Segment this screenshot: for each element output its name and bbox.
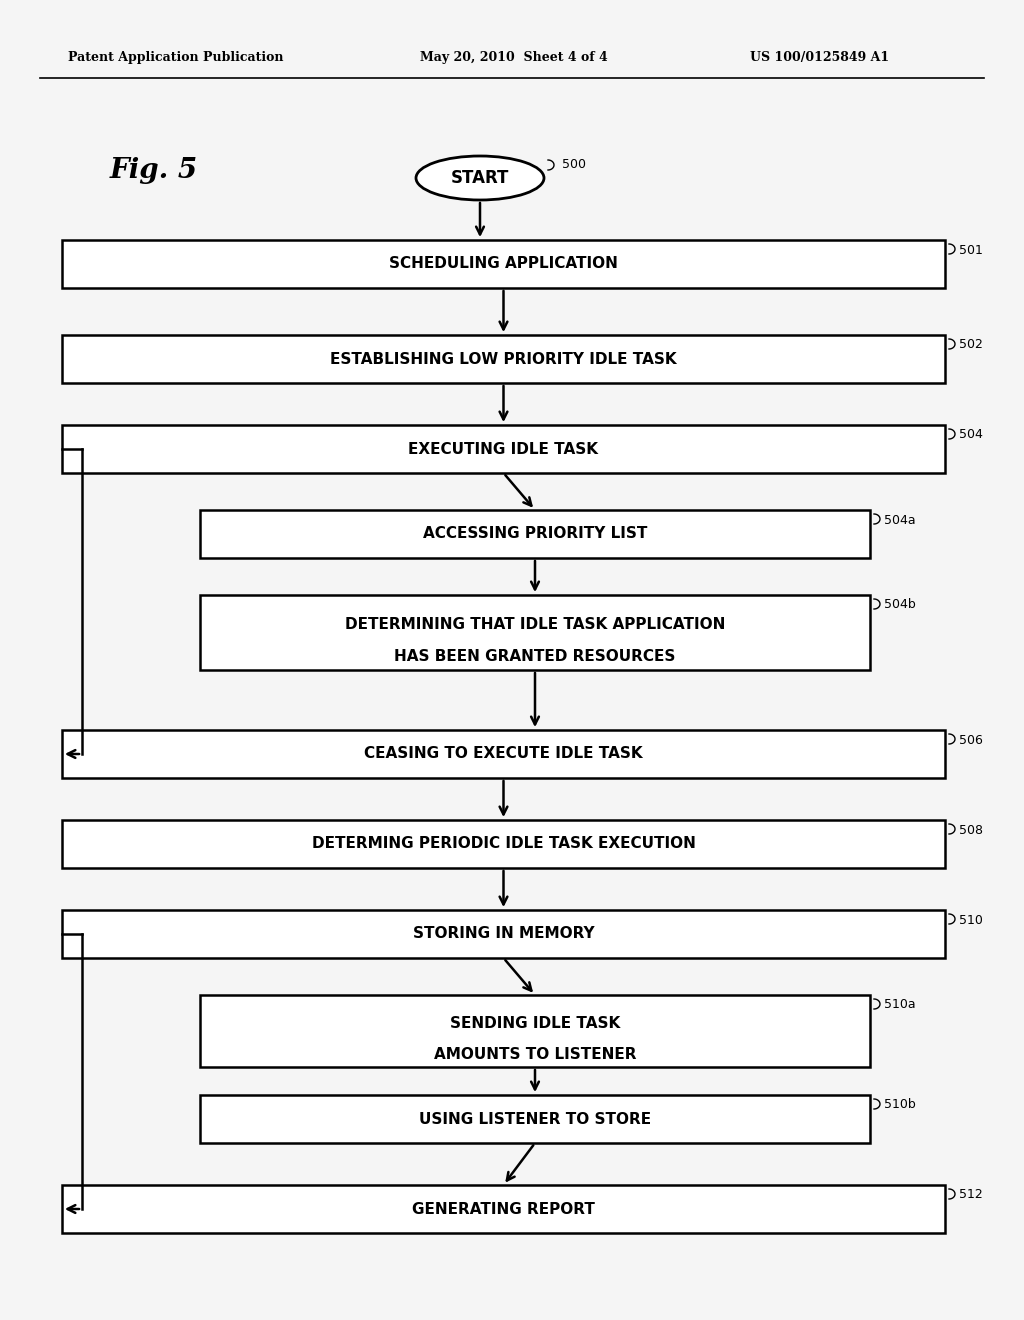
Text: 510a: 510a: [884, 998, 915, 1011]
Text: US 100/0125849 A1: US 100/0125849 A1: [750, 51, 889, 65]
Text: 504b: 504b: [884, 598, 915, 611]
Text: SCHEDULING APPLICATION: SCHEDULING APPLICATION: [389, 256, 617, 272]
Ellipse shape: [416, 156, 544, 201]
Bar: [200, 995, 870, 1067]
Text: 504: 504: [959, 429, 983, 441]
Text: 506: 506: [959, 734, 983, 747]
Text: SENDING IDLE TASK: SENDING IDLE TASK: [450, 1015, 621, 1031]
Bar: [62, 909, 945, 958]
Text: May 20, 2010  Sheet 4 of 4: May 20, 2010 Sheet 4 of 4: [420, 51, 608, 65]
Text: USING LISTENER TO STORE: USING LISTENER TO STORE: [419, 1111, 651, 1126]
Text: 512: 512: [959, 1188, 983, 1201]
Text: 504a: 504a: [884, 513, 915, 527]
Bar: [62, 730, 945, 777]
Bar: [200, 1096, 870, 1143]
Text: AMOUNTS TO LISTENER: AMOUNTS TO LISTENER: [434, 1047, 636, 1063]
Bar: [200, 510, 870, 558]
Text: 500: 500: [562, 157, 586, 170]
Bar: [62, 820, 945, 869]
Text: 502: 502: [959, 338, 983, 351]
Text: Patent Application Publication: Patent Application Publication: [68, 51, 284, 65]
Text: ESTABLISHING LOW PRIORITY IDLE TASK: ESTABLISHING LOW PRIORITY IDLE TASK: [330, 351, 677, 367]
Text: ACCESSING PRIORITY LIST: ACCESSING PRIORITY LIST: [423, 527, 647, 541]
Text: 508: 508: [959, 824, 983, 837]
Text: CEASING TO EXECUTE IDLE TASK: CEASING TO EXECUTE IDLE TASK: [365, 747, 643, 762]
Text: HAS BEEN GRANTED RESOURCES: HAS BEEN GRANTED RESOURCES: [394, 649, 676, 664]
Text: STORING IN MEMORY: STORING IN MEMORY: [413, 927, 594, 941]
Text: EXECUTING IDLE TASK: EXECUTING IDLE TASK: [409, 441, 598, 457]
Text: 510: 510: [959, 913, 983, 927]
Bar: [62, 335, 945, 383]
Text: START: START: [451, 169, 509, 187]
Text: DETERMING PERIODIC IDLE TASK EXECUTION: DETERMING PERIODIC IDLE TASK EXECUTION: [311, 837, 695, 851]
Bar: [200, 595, 870, 671]
Bar: [62, 240, 945, 288]
Bar: [62, 1185, 945, 1233]
Text: DETERMINING THAT IDLE TASK APPLICATION: DETERMINING THAT IDLE TASK APPLICATION: [345, 616, 725, 632]
Text: 510b: 510b: [884, 1098, 915, 1111]
Text: GENERATING REPORT: GENERATING REPORT: [412, 1201, 595, 1217]
Bar: [62, 425, 945, 473]
Text: Fig. 5: Fig. 5: [110, 157, 198, 183]
Text: 501: 501: [959, 243, 983, 256]
